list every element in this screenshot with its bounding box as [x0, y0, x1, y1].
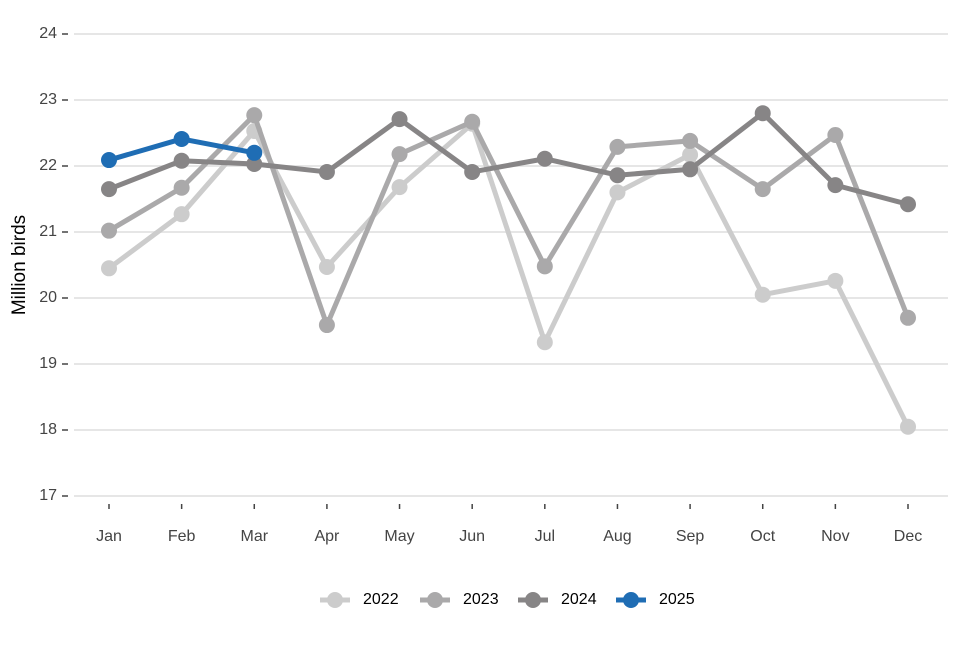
point: [246, 144, 263, 161]
point: [173, 152, 190, 169]
point: [464, 163, 481, 180]
x-tick-label: Jan: [96, 528, 122, 545]
series-line: [107, 121, 911, 428]
point: [900, 196, 916, 213]
point: [609, 167, 626, 184]
legend-label: 2023: [463, 591, 499, 608]
point: [827, 177, 844, 194]
x-tick-label: Apr: [314, 528, 340, 545]
y-axis-label: Million birds: [9, 215, 30, 315]
point: [318, 258, 335, 275]
point: [682, 132, 699, 149]
point: [682, 161, 699, 178]
point: [682, 146, 699, 163]
legend-swatch-dot: [623, 592, 639, 608]
series-line: [107, 112, 911, 328]
point: [101, 181, 117, 198]
point: [536, 258, 553, 275]
legend-swatch-dot: [525, 592, 541, 608]
point: [101, 260, 117, 277]
point: [173, 179, 190, 196]
x-tick-label: Mar: [240, 528, 268, 545]
point: [391, 179, 408, 196]
x-tick-label: Nov: [821, 528, 849, 545]
point: [900, 309, 916, 326]
legend-label: 2022: [363, 591, 399, 608]
y-tick-label: 19: [39, 355, 57, 372]
point: [318, 163, 335, 180]
y-tick-label: 17: [39, 487, 57, 504]
x-tick-label: Oct: [750, 528, 775, 545]
point: [609, 184, 626, 201]
y-tick-label: 20: [39, 289, 57, 306]
point: [173, 130, 190, 147]
point: [246, 156, 263, 173]
point: [391, 146, 408, 163]
y-tick-label: 18: [39, 421, 57, 438]
point: [246, 107, 263, 124]
point: [536, 334, 553, 351]
x-tick-label: May: [384, 528, 414, 545]
point: [754, 181, 771, 198]
point: [754, 286, 771, 303]
point: [101, 152, 117, 169]
x-tick-label: Aug: [603, 528, 631, 545]
legend-swatch-dot: [427, 592, 443, 608]
point: [754, 105, 771, 122]
point: [464, 113, 481, 130]
point: [609, 138, 626, 155]
point: [101, 222, 117, 239]
point: [900, 418, 916, 435]
point: [827, 272, 844, 289]
y-tick-label: 21: [39, 223, 57, 240]
legend-label: 2025: [659, 591, 695, 608]
series-line: [108, 110, 909, 207]
y-tick-label: 22: [39, 157, 57, 174]
legend-swatch-dot: [327, 592, 343, 608]
x-tick-label: Sep: [676, 528, 705, 545]
y-tick-label: 24: [39, 25, 57, 42]
x-tick-label: Jul: [535, 528, 555, 545]
point: [536, 150, 553, 167]
point: [391, 111, 408, 128]
x-tick-label: Dec: [894, 528, 922, 545]
x-tick-label: Jun: [459, 528, 485, 545]
x-tick-label: Feb: [168, 528, 196, 545]
point: [318, 317, 335, 334]
y-tick-label: 23: [39, 91, 57, 108]
point: [827, 126, 844, 143]
legend-label: 2024: [561, 591, 597, 608]
point: [173, 206, 190, 223]
